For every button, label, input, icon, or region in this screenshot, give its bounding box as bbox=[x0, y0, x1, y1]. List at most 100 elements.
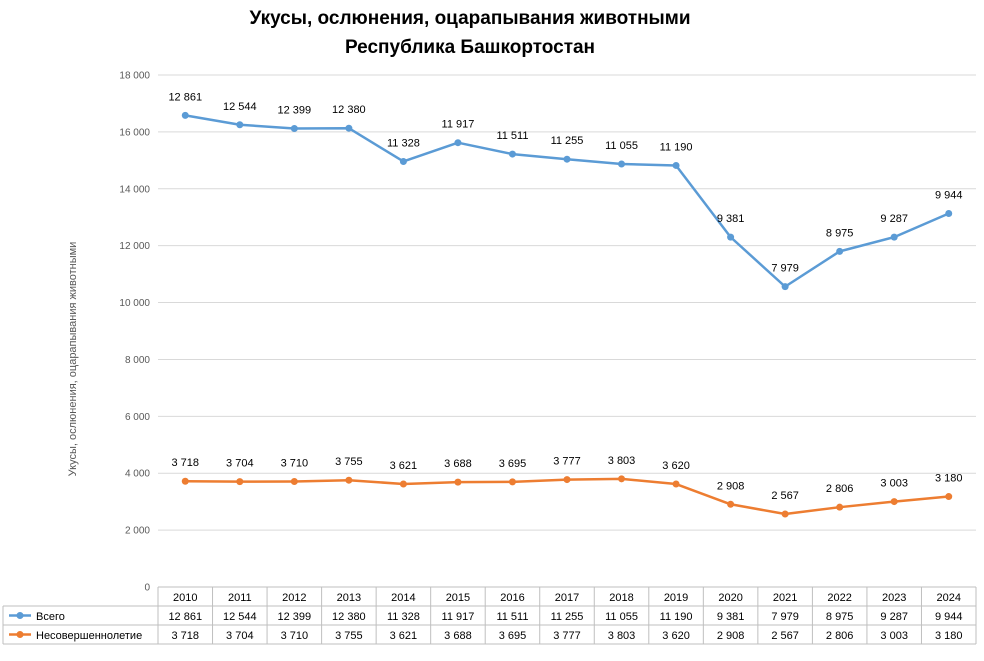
table-cell: 12 399 bbox=[278, 611, 312, 623]
table-cell: 3 620 bbox=[662, 630, 690, 642]
table-cell: 7 979 bbox=[771, 611, 799, 623]
data-point bbox=[181, 477, 189, 485]
table-cell: 3 777 bbox=[553, 630, 581, 642]
y-tick-label: 0 bbox=[144, 583, 150, 594]
x-tick-label: 2022 bbox=[827, 592, 851, 604]
data-point bbox=[672, 161, 680, 169]
data-point bbox=[727, 500, 735, 508]
data-point bbox=[508, 150, 516, 158]
legend-key-marker bbox=[16, 612, 24, 619]
data-label: 8 975 bbox=[826, 227, 854, 239]
data-label: 9 287 bbox=[880, 213, 908, 225]
data-label: 3 695 bbox=[499, 458, 527, 470]
data-label: 12 861 bbox=[168, 91, 202, 103]
y-tick-label: 18 000 bbox=[119, 71, 150, 82]
x-tick-label: 2021 bbox=[773, 592, 797, 604]
data-point bbox=[836, 503, 844, 511]
table-cell: 3 755 bbox=[335, 630, 363, 642]
data-label: 3 718 bbox=[172, 457, 200, 469]
table-cell: 12 380 bbox=[332, 611, 366, 623]
data-point bbox=[945, 210, 953, 218]
table-cell: 3 704 bbox=[226, 630, 254, 642]
data-point bbox=[890, 498, 898, 506]
data-point bbox=[781, 283, 789, 291]
table-cell: 3 718 bbox=[172, 630, 200, 642]
legend-entry: Всего bbox=[36, 611, 65, 623]
x-tick-label: 2010 bbox=[173, 592, 197, 604]
data-point bbox=[563, 476, 571, 484]
x-tick-label: 2018 bbox=[609, 592, 633, 604]
table-cell: 11 255 bbox=[551, 611, 584, 623]
data-point bbox=[399, 157, 407, 165]
x-tick-label: 2024 bbox=[936, 592, 960, 604]
data-table: 2010 2011 2012 2013 2014 2015 2016 2017 2018 2019… bbox=[2, 586, 977, 645]
x-tick-label: 2011 bbox=[228, 592, 252, 604]
data-point bbox=[618, 160, 626, 168]
data-point bbox=[781, 510, 789, 518]
x-tick-label: 2020 bbox=[718, 592, 742, 604]
data-point bbox=[945, 493, 953, 501]
data-label: 3 621 bbox=[390, 460, 418, 472]
data-point bbox=[290, 124, 298, 132]
data-label: 2 806 bbox=[826, 483, 854, 495]
data-label: 9 944 bbox=[935, 190, 963, 202]
table-cell: 11 511 bbox=[496, 611, 528, 623]
data-label: 3 180 bbox=[935, 473, 963, 485]
table-cell: 3 688 bbox=[444, 630, 472, 642]
data-point bbox=[236, 121, 244, 129]
y-tick-label: 6 000 bbox=[125, 412, 150, 423]
data-label: 3 777 bbox=[553, 456, 581, 468]
data-label: 11 055 bbox=[605, 140, 638, 152]
x-tick-label: 2012 bbox=[282, 592, 306, 604]
data-label: 2 567 bbox=[771, 490, 799, 502]
data-label: 11 190 bbox=[660, 141, 693, 153]
table-cell: 2 567 bbox=[771, 630, 799, 642]
y-tick-label: 12 000 bbox=[119, 241, 150, 252]
table-cell: 8 975 bbox=[826, 611, 854, 623]
data-label: 3 755 bbox=[335, 456, 363, 468]
x-tick-label: 2016 bbox=[500, 592, 524, 604]
data-point bbox=[236, 478, 244, 486]
data-label: 11 917 bbox=[442, 119, 475, 131]
data-label: 12 544 bbox=[223, 101, 257, 113]
data-point bbox=[563, 155, 571, 163]
table-cell: 9 287 bbox=[880, 611, 908, 623]
y-tick-label: 16 000 bbox=[119, 127, 150, 138]
y-tick-label: 10 000 bbox=[119, 298, 150, 309]
table-cell: 12 861 bbox=[168, 611, 202, 623]
table-cell: 3 803 bbox=[608, 630, 636, 642]
legend-entry: Несовершеннолетие bbox=[36, 630, 142, 642]
chart-subtitle: Республика Башкортостан bbox=[345, 37, 595, 58]
table-cell: 3 180 bbox=[935, 630, 963, 642]
data-label: 11 328 bbox=[387, 137, 420, 149]
x-tick-label: 2015 bbox=[446, 592, 470, 604]
x-tick-label: 2014 bbox=[391, 592, 415, 604]
y-tick-label: 8 000 bbox=[125, 355, 150, 366]
data-label: 3 710 bbox=[281, 457, 309, 469]
data-label: 9 381 bbox=[717, 213, 745, 225]
data-label: 7 979 bbox=[771, 263, 799, 275]
data-label: 11 511 bbox=[496, 130, 528, 142]
table-cell: 3 710 bbox=[281, 630, 309, 642]
table-cell: 2 806 bbox=[826, 630, 854, 642]
table-cell: 9 944 bbox=[935, 611, 963, 623]
chart-title: Укусы, ослюнения, оцарапывания животными bbox=[249, 8, 690, 29]
legend-key-marker bbox=[16, 631, 24, 638]
data-label: 3 003 bbox=[880, 478, 908, 490]
table-cell: 9 381 bbox=[717, 611, 745, 623]
data-point bbox=[508, 478, 516, 486]
data-point bbox=[399, 480, 407, 488]
data-label: 12 399 bbox=[278, 104, 312, 116]
table-cell: 3 621 bbox=[390, 630, 418, 642]
table-cell: 3 003 bbox=[880, 630, 908, 642]
data-point bbox=[290, 477, 298, 485]
data-label: 11 255 bbox=[551, 135, 584, 147]
data-label: 3 688 bbox=[444, 458, 472, 470]
data-point bbox=[727, 233, 735, 241]
data-label: 2 908 bbox=[717, 480, 745, 492]
y-tick-label: 4 000 bbox=[125, 469, 150, 480]
table-cell: 12 544 bbox=[223, 611, 257, 623]
data-point bbox=[618, 475, 626, 483]
